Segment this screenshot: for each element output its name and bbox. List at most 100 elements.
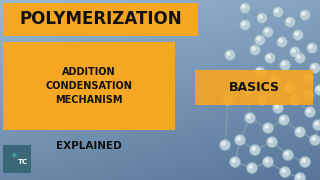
Circle shape [252,47,255,50]
Circle shape [287,19,290,22]
Circle shape [302,89,314,100]
Circle shape [287,85,290,88]
Circle shape [282,169,285,172]
Circle shape [317,87,320,90]
Circle shape [257,12,268,24]
Circle shape [244,112,255,123]
Circle shape [278,114,290,125]
Circle shape [315,84,320,96]
Circle shape [269,139,272,142]
Circle shape [273,6,284,17]
Circle shape [272,77,275,80]
Circle shape [294,127,306,138]
FancyBboxPatch shape [3,3,198,36]
Circle shape [254,35,266,46]
Circle shape [279,60,291,71]
Circle shape [269,75,281,86]
Circle shape [312,65,315,68]
Circle shape [242,5,245,8]
Text: POLYMERIZATION: POLYMERIZATION [19,10,182,28]
Circle shape [275,9,278,12]
Circle shape [315,122,318,125]
Circle shape [225,50,236,60]
Circle shape [243,84,253,96]
Circle shape [257,69,260,72]
Circle shape [309,134,320,145]
FancyBboxPatch shape [195,70,313,105]
Circle shape [307,109,310,112]
Circle shape [309,45,312,48]
Text: BASICS: BASICS [228,81,279,94]
Text: MECHANISM: MECHANISM [55,95,123,105]
Circle shape [305,75,308,78]
Circle shape [297,129,300,132]
Circle shape [220,140,230,150]
Circle shape [267,136,277,147]
Circle shape [305,107,316,118]
Circle shape [279,39,282,42]
Circle shape [307,42,317,53]
Circle shape [292,30,303,40]
Circle shape [305,92,308,95]
Circle shape [294,53,306,64]
Circle shape [254,66,266,78]
Circle shape [313,120,320,130]
Text: CONDENSATION: CONDENSATION [45,81,132,91]
Circle shape [257,37,260,40]
Circle shape [262,26,274,37]
Circle shape [279,166,291,177]
Circle shape [285,152,288,155]
Circle shape [283,150,293,161]
Text: ADDITION: ADDITION [62,67,116,77]
Circle shape [281,117,284,120]
Text: ✳: ✳ [10,151,17,160]
Circle shape [239,19,251,30]
Circle shape [273,102,284,114]
Circle shape [259,97,262,100]
Circle shape [265,53,276,64]
Circle shape [294,172,306,180]
Circle shape [222,94,234,105]
Circle shape [262,123,274,134]
Circle shape [309,62,320,73]
Circle shape [292,97,295,100]
Circle shape [237,137,240,140]
Circle shape [229,156,241,168]
Circle shape [312,137,315,140]
Circle shape [265,29,268,32]
Circle shape [292,49,295,52]
Circle shape [239,3,251,14]
Circle shape [284,17,295,28]
Circle shape [235,134,245,145]
Circle shape [246,163,258,174]
Circle shape [250,145,260,156]
Circle shape [297,55,300,58]
Text: EXPLAINED: EXPLAINED [56,141,122,151]
Circle shape [227,52,230,55]
FancyBboxPatch shape [3,145,31,173]
Circle shape [297,175,300,178]
Text: TC: TC [18,159,28,165]
Circle shape [295,32,298,35]
Circle shape [302,159,305,162]
Circle shape [259,15,262,18]
FancyBboxPatch shape [3,42,175,130]
Circle shape [245,87,248,90]
Circle shape [262,156,274,168]
Circle shape [302,73,314,84]
Circle shape [242,22,245,25]
Circle shape [252,147,255,150]
Circle shape [302,12,305,15]
Circle shape [267,55,270,58]
Circle shape [222,142,225,145]
Circle shape [232,159,235,162]
Circle shape [300,10,310,21]
Circle shape [249,165,252,168]
Circle shape [225,97,228,100]
Circle shape [265,125,268,128]
Circle shape [250,44,260,55]
Circle shape [282,62,285,65]
Circle shape [247,115,250,118]
Circle shape [257,94,268,105]
Circle shape [284,82,295,93]
